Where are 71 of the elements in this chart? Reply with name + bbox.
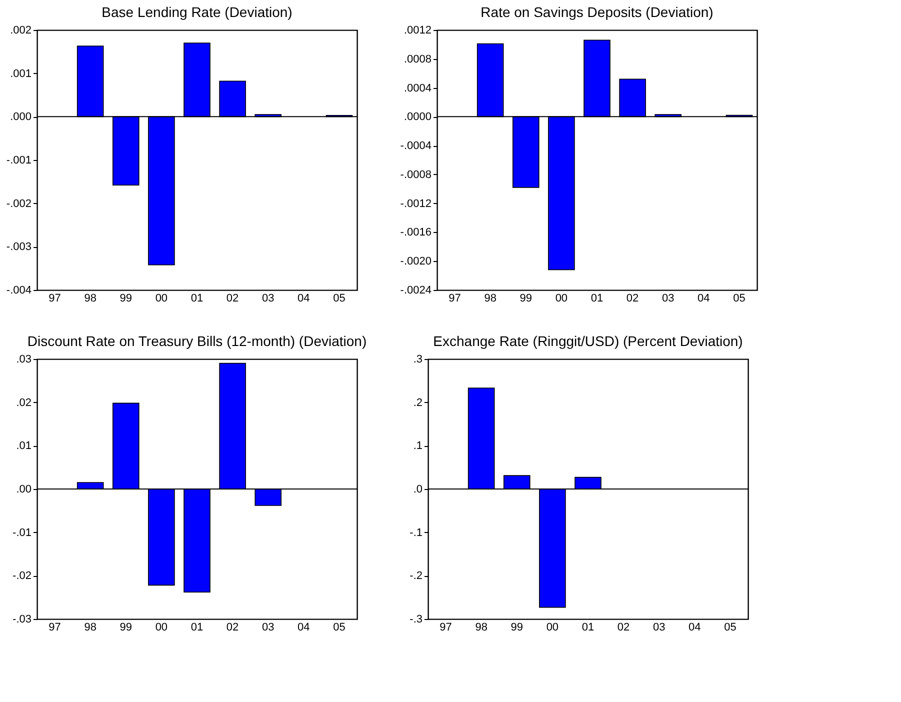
x-tick-label: 04 — [298, 622, 310, 634]
chart-title: Discount Rate on Treasury Bills (12-month) (Deviation) — [27, 333, 367, 349]
x-tick-label: 01 — [190, 292, 204, 304]
y-tick-label: -.0008 — [400, 168, 432, 181]
y-tick-label: -.0024 — [400, 284, 432, 296]
y-tick-label: .01 — [16, 440, 32, 452]
x-tick-label: 03 — [652, 622, 666, 634]
x-tick-label: 99 — [120, 292, 132, 304]
y-tick-label: -.002 — [6, 198, 32, 210]
x-tick-label: 02 — [626, 292, 639, 304]
x-tick-label: 04 — [688, 622, 701, 634]
y-tick-label: -.0004 — [400, 140, 432, 152]
y-tick-label: -.003 — [6, 241, 32, 254]
y-tick-label: .02 — [16, 396, 32, 409]
y-tick-label: -.3 — [410, 614, 422, 626]
x-tick-label: 02 — [226, 292, 239, 304]
x-tick-label: 04 — [698, 292, 710, 304]
y-tick-label: .0000 — [404, 111, 432, 124]
y-tick-label: -.02 — [12, 570, 32, 582]
y-tick-label: -.1 — [410, 526, 422, 539]
x-tick-label: 99 — [120, 622, 132, 634]
x-tick-label: 97 — [448, 292, 461, 304]
y-tick-label: .00 — [16, 484, 32, 496]
y-tick-label: .000 — [10, 111, 32, 124]
y-tick-label: .3 — [413, 354, 422, 366]
y-tick-label: -.001 — [6, 154, 32, 166]
y-tick-label: .0012 — [404, 24, 432, 36]
x-tick-label: 97 — [440, 622, 452, 634]
x-tick-label: 02 — [617, 622, 630, 634]
y-tick-label: -.0020 — [400, 256, 432, 268]
chart-title: Base Lending Rate (Deviation) — [102, 4, 292, 20]
x-tick-label: 97 — [48, 622, 61, 634]
y-tick-label: -.0016 — [400, 226, 432, 239]
y-tick-label: .0008 — [404, 53, 432, 66]
y-tick-label: .001 — [10, 68, 32, 80]
y-tick-label: .2 — [413, 396, 422, 409]
x-tick-label: 98 — [475, 622, 488, 634]
x-tick-label: 97 — [48, 292, 61, 304]
x-tick-label: 03 — [662, 292, 674, 304]
y-tick-label: -.004 — [6, 284, 32, 296]
y-tick-label: .0004 — [404, 82, 432, 94]
x-tick-label: 05 — [333, 292, 346, 304]
x-tick-label: 99 — [510, 622, 524, 634]
x-tick-label: 00 — [155, 292, 168, 304]
x-tick-label: 05 — [333, 622, 346, 634]
x-tick-label: 01 — [590, 292, 604, 304]
y-tick-label: -.01 — [12, 526, 32, 539]
x-tick-label: 98 — [84, 292, 96, 304]
y-tick-label: .002 — [10, 24, 32, 36]
y-tick-label: -.03 — [12, 614, 32, 626]
y-tick-label: .1 — [413, 440, 422, 452]
x-tick-label: 02 — [226, 622, 239, 634]
y-tick-label: .0 — [413, 484, 422, 496]
x-tick-label: 05 — [724, 622, 736, 634]
chart-title: Rate on Savings Deposits (Deviation) — [480, 4, 714, 20]
chart-title: Exchange Rate (Ringgit/USD) (Percent Deviation) — [433, 333, 743, 349]
x-tick-label: 99 — [520, 292, 532, 304]
x-tick-label: 03 — [262, 622, 274, 634]
x-tick-label: 00 — [546, 622, 559, 634]
y-tick-label: -.2 — [410, 570, 422, 582]
x-tick-label: 05 — [733, 292, 746, 304]
x-tick-label: 01 — [190, 622, 204, 634]
y-tick-label: -.0012 — [400, 198, 432, 210]
y-tick-label: .03 — [16, 354, 32, 366]
x-tick-label: 01 — [582, 622, 594, 634]
x-tick-label: 98 — [484, 292, 496, 304]
x-tick-label: 00 — [555, 292, 568, 304]
x-tick-label: 04 — [298, 292, 310, 304]
x-tick-label: 03 — [262, 292, 274, 304]
x-tick-label: 98 — [84, 622, 96, 634]
x-tick-label: 00 — [155, 622, 168, 634]
